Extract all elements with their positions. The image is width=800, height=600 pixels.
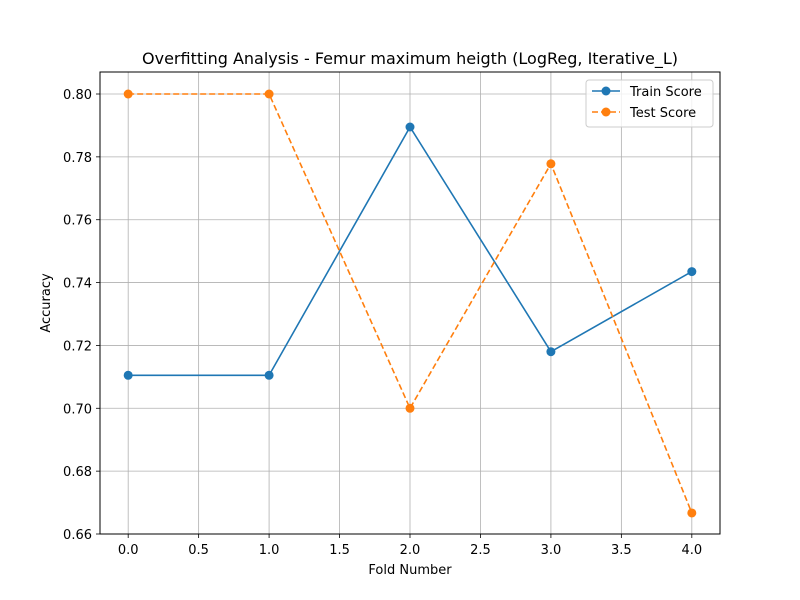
x-tick-label: 1.5 — [329, 543, 350, 558]
data-point — [405, 403, 415, 413]
y-tick-label: 0.76 — [63, 214, 92, 229]
x-tick-label: 2.5 — [470, 543, 491, 558]
data-point — [405, 122, 415, 132]
x-axis-label: Fold Number — [368, 563, 452, 578]
series-train-score — [123, 122, 697, 380]
legend: Train Score Test Score — [585, 79, 714, 128]
data-point — [546, 159, 556, 169]
y-tick-label: 0.74 — [63, 277, 92, 292]
y-tick-label: 0.70 — [63, 402, 92, 417]
y-axis-ticks: 0.66 0.68 0.70 0.72 0.74 0.76 0.78 0.80 — [63, 88, 100, 543]
y-tick-label: 0.68 — [63, 465, 92, 480]
data-point — [264, 89, 274, 99]
data-point — [687, 508, 697, 518]
legend-test-marker — [601, 107, 611, 117]
data-point — [264, 370, 274, 380]
x-axis-ticks: 0.0 0.5 1.0 1.5 2.0 2.5 3.0 3.5 4.0 — [118, 534, 702, 558]
y-tick-label: 0.80 — [63, 88, 92, 103]
series-line — [128, 93, 693, 514]
x-tick-label: 3.5 — [611, 543, 632, 558]
x-tick-label: 0.0 — [118, 543, 139, 558]
legend-train-marker — [601, 86, 611, 96]
data-point — [123, 89, 133, 99]
series-test-score — [123, 89, 697, 518]
series-layer — [123, 89, 697, 518]
x-tick-label: 3.0 — [541, 543, 562, 558]
data-point — [546, 347, 556, 357]
x-tick-label: 1.0 — [259, 543, 280, 558]
legend-test-label: Test Score — [629, 106, 696, 121]
y-tick-label: 0.72 — [63, 339, 92, 354]
chart-title: Overfitting Analysis - Femur maximum hei… — [142, 49, 678, 69]
data-point — [123, 370, 133, 380]
data-point — [687, 267, 697, 277]
y-tick-label: 0.78 — [63, 151, 92, 166]
x-tick-label: 4.0 — [681, 543, 702, 558]
y-axis-label: Accuracy — [39, 273, 54, 333]
legend-train-label: Train Score — [629, 85, 702, 100]
y-tick-label: 0.66 — [63, 528, 92, 543]
x-tick-label: 2.0 — [400, 543, 421, 558]
x-tick-label: 0.5 — [188, 543, 209, 558]
